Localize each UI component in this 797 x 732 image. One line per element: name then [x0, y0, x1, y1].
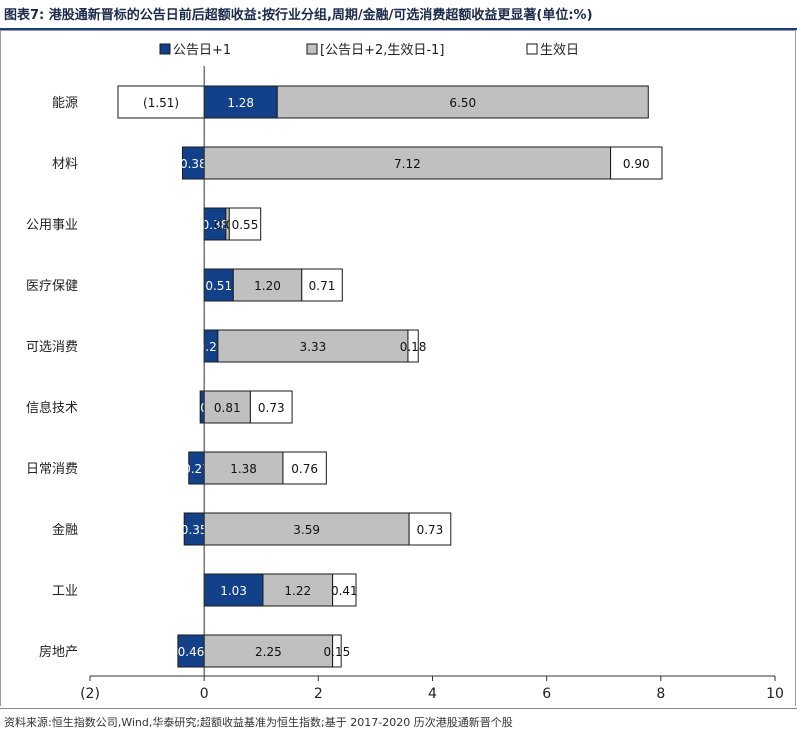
data-label: (1.51)	[143, 96, 179, 110]
bar-segment	[232, 268, 303, 302]
category-label: 公用事业	[26, 218, 78, 233]
x-tick-label: (2)	[80, 686, 100, 702]
category-label: 可选消费	[26, 340, 78, 355]
bar-segment	[301, 268, 343, 302]
bar-segment	[407, 329, 419, 363]
legend-swatch	[526, 43, 538, 55]
data-label: 0.81	[214, 401, 241, 415]
data-label: 0.55	[232, 218, 259, 232]
category-label: 材料	[52, 157, 78, 172]
category-label: 工业	[52, 584, 78, 599]
bar-segment	[177, 634, 205, 668]
data-label: 1.28	[227, 96, 254, 110]
footer-divider	[0, 708, 797, 709]
data-label: (0.38)	[175, 157, 211, 171]
data-label: 0.15	[324, 645, 351, 659]
data-label: 0.38	[202, 218, 229, 232]
bar-segment	[610, 146, 663, 180]
figure-title-bar: 图表7: 港股通新晋标的公告日前后超额收益:按行业分组,周期/金融/可选消费超额…	[0, 0, 797, 30]
bar-segment	[203, 634, 334, 668]
data-label: 0.76	[291, 462, 318, 476]
legend-swatch	[306, 43, 318, 55]
category-label: 日常消费	[26, 462, 78, 477]
bar-segment	[249, 390, 293, 424]
legend-label: 生效日	[540, 43, 579, 58]
data-label: 0.51	[205, 279, 232, 293]
data-label: 3.33	[300, 340, 327, 354]
bar-segment	[203, 146, 612, 180]
data-label: 0.73	[417, 523, 444, 537]
x-tick-label: 0	[200, 686, 209, 702]
legend-swatch	[159, 43, 171, 55]
data-label: 1.03	[220, 584, 247, 598]
figure-title: 图表7: 港股通新晋标的公告日前后超额收益:按行业分组,周期/金融/可选消费超额…	[4, 8, 593, 23]
x-tick-label: 6	[542, 686, 551, 702]
bar-segment	[276, 85, 649, 119]
data-label: 0.73	[258, 401, 285, 415]
data-label: 0.18	[400, 340, 427, 354]
data-label: 3.59	[293, 523, 320, 537]
source-note: 资料来源:恒生指数公司,Wind,华泰研究;超额收益基准为恒生指数;基于 201…	[4, 716, 513, 729]
data-label: 2.25	[255, 645, 282, 659]
legend-label: [公告日+2,生效日-1]	[320, 43, 444, 58]
data-label: 0.71	[309, 279, 336, 293]
data-label: 0.90	[623, 157, 650, 171]
x-tick-label: 10	[766, 686, 784, 702]
data-label: 1.20	[254, 279, 281, 293]
legend-label: 公告日+1	[173, 43, 231, 58]
bar-segment	[282, 451, 327, 485]
chart-frame	[0, 30, 796, 706]
data-label: (0.46)	[173, 645, 209, 659]
data-label: 0.41	[331, 584, 358, 598]
bar-segment	[228, 207, 262, 241]
x-tick-label: 4	[428, 686, 437, 702]
data-label: 1.22	[284, 584, 311, 598]
category-label: 信息技术	[26, 400, 78, 416]
category-label: 能源	[52, 96, 78, 111]
bar-segment	[203, 85, 278, 119]
bar-segment	[217, 329, 409, 363]
category-label: 房地产	[39, 644, 78, 660]
bar-segment	[332, 573, 357, 607]
data-label: (0.35)	[176, 523, 212, 537]
x-tick-label: 2	[314, 686, 323, 702]
bar-segment	[203, 451, 284, 485]
category-label: 医疗保健	[26, 279, 78, 294]
bar-segment	[332, 634, 342, 668]
data-label: 6.50	[449, 96, 476, 110]
bar-segment	[408, 512, 452, 546]
data-label: 7.12	[394, 157, 421, 171]
bar-segment	[117, 85, 205, 119]
category-label: 金融	[52, 522, 78, 538]
data-label: 1.38	[230, 462, 257, 476]
x-tick-label: 8	[656, 686, 665, 702]
